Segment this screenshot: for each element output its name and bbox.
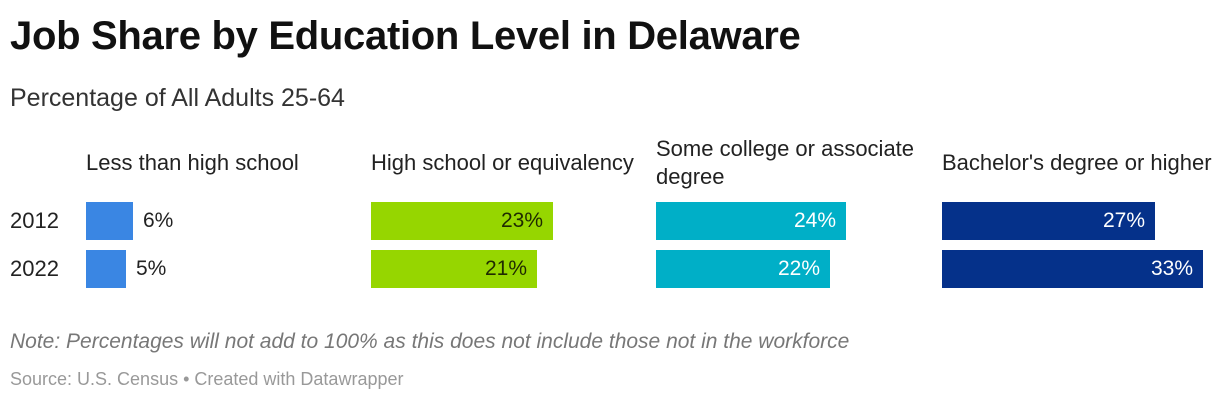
bar bbox=[371, 250, 537, 288]
bar-row: 33% bbox=[942, 250, 1220, 288]
bar-row: 5% bbox=[86, 250, 366, 288]
bar bbox=[656, 250, 830, 288]
bar-value-label: 5% bbox=[136, 257, 167, 280]
bar-row: 27% bbox=[942, 202, 1220, 240]
bar-value-label: 6% bbox=[143, 209, 174, 232]
bar bbox=[371, 202, 553, 240]
panel-header: High school or equivalency bbox=[371, 150, 634, 175]
bar bbox=[942, 202, 1155, 240]
year-label-2022: 2022 bbox=[10, 256, 59, 281]
bar-value-label: 24% bbox=[793, 209, 836, 232]
panel-header: Less than high school bbox=[86, 150, 299, 175]
bar bbox=[86, 250, 126, 288]
bar-value-label: 33% bbox=[1150, 257, 1193, 280]
bar-row: 22% bbox=[656, 250, 936, 288]
bar-value-label: 22% bbox=[777, 257, 820, 280]
panel-header: Bachelor's degree or higher bbox=[942, 150, 1212, 175]
chart-source: Source: U.S. Census • Created with Dataw… bbox=[10, 369, 404, 389]
bar bbox=[656, 202, 846, 240]
chart-note: Note: Percentages will not add to 100% a… bbox=[10, 330, 850, 353]
panel-bachelors: Bachelor's degree or higher 27% 33% bbox=[942, 130, 1212, 300]
chart-title: Job Share by Education Level in Delaware bbox=[10, 14, 801, 58]
chart-area: 2012 2022 Less than high school 6% 5% Hi… bbox=[0, 130, 1220, 300]
bar-row: 21% bbox=[371, 250, 651, 288]
panel-header: Some college or associate degree bbox=[656, 136, 915, 189]
panel-high-school: High school or equivalency 23% 21% bbox=[371, 130, 651, 300]
bar-value-label: 21% bbox=[484, 257, 527, 280]
bar bbox=[86, 202, 133, 240]
bar-value-label: 27% bbox=[1102, 209, 1145, 232]
chart-subtitle: Percentage of All Adults 25-64 bbox=[10, 84, 345, 112]
panel-less-than-high-school: Less than high school 6% 5% bbox=[86, 130, 366, 300]
bar-row: 23% bbox=[371, 202, 651, 240]
bar-row: 24% bbox=[656, 202, 936, 240]
bar-row: 6% bbox=[86, 202, 366, 240]
bar-value-label: 23% bbox=[500, 209, 543, 232]
bar bbox=[942, 250, 1203, 288]
year-label-2012: 2012 bbox=[10, 208, 59, 233]
panel-some-college: Some college or associate degree 24% 22% bbox=[656, 130, 936, 300]
